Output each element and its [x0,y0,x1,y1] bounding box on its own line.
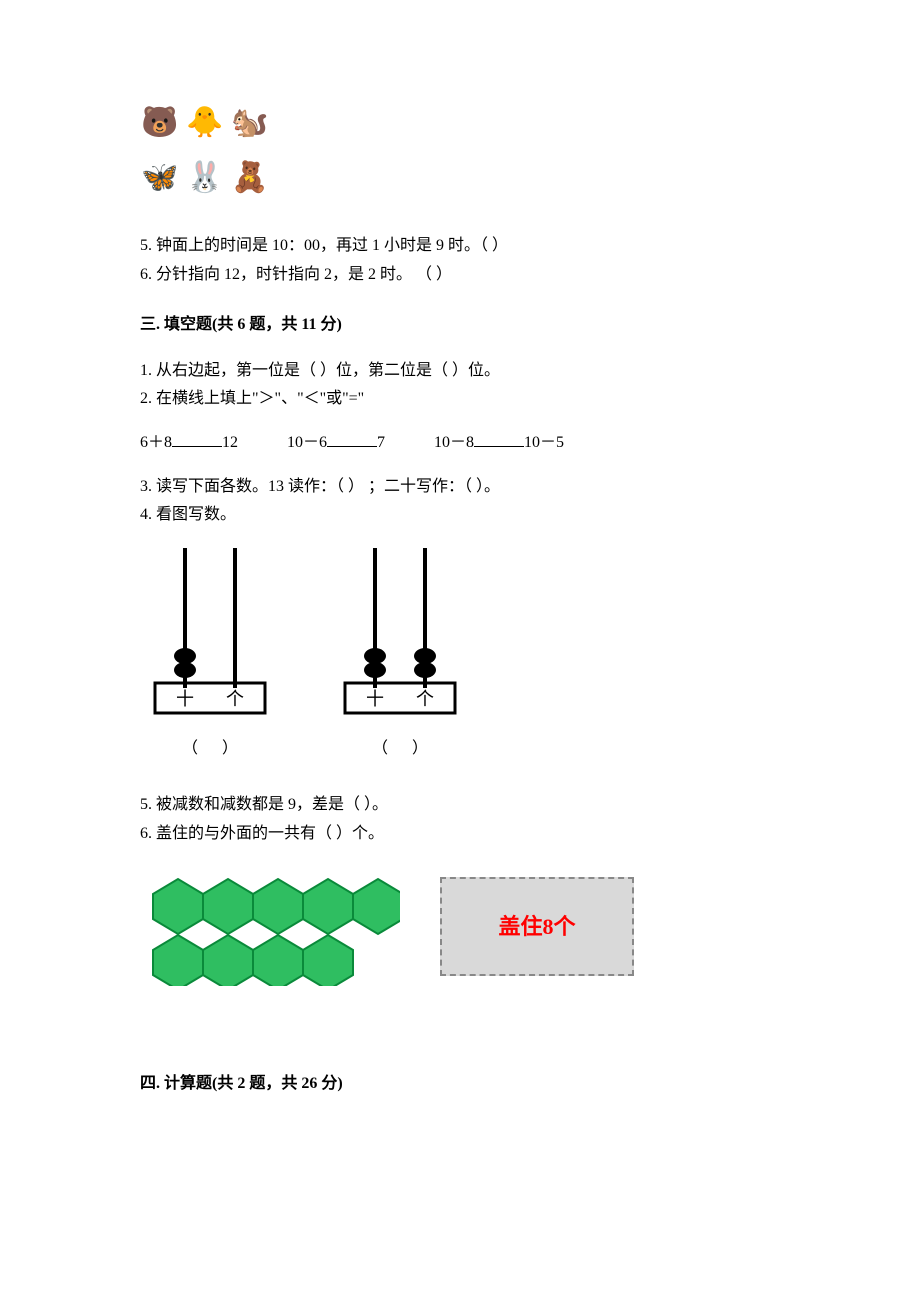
comparison-row: 6＋8 12 10－6 7 10－8 10－5 [140,430,780,456]
abacus-container: 十 个 （ ） 十 个 （ ） [140,548,780,762]
svg-text:十: 十 [176,689,194,709]
comp-1: 6＋8 12 [140,430,238,456]
animal-teddy: 🧸 [230,155,270,200]
s3-q2: 2. 在横线上填上"＞"、"＜"或"=" [140,386,780,412]
hex-svg [140,866,400,986]
hexagon-section: 盖住8个 [140,866,780,986]
s3-q5: 5. 被减数和减数都是 9，差是（ ）。 [140,792,780,818]
animal-bear: 🐻 [140,100,180,145]
s3-q6: 6. 盖住的与外面的一共有（ ）个。 [140,821,780,847]
hex-group [140,866,400,986]
abacus-2-answer: （ ） [330,736,470,762]
abacus-1-answer: （ ） [140,736,280,762]
abacus-1: 十 个 （ ） [140,548,280,762]
cover-text: 盖住8个 [498,909,575,944]
tf-q6: 6. 分针指向 12，时针指向 2，是 2 时。 （ ） [140,262,780,288]
animal-squirrel: 🐿️ [230,100,270,145]
animal-row-2: 🦋 🐰 🧸 [140,155,780,200]
s3-q3: 3. 读写下面各数。13 读作：（ ） ；二十写作：（ ）。 [140,474,780,500]
hex-row-2 [153,935,353,986]
animal-bird: 🐥 [185,100,225,145]
animal-butterfly: 🦋 [140,155,180,200]
comp-3: 10－8 10－5 [434,430,564,456]
abacus-2-svg: 十 个 [330,548,470,728]
tf-q5: 5. 钟面上的时间是 10：00，再过 1 小时是 9 时。（ ） [140,233,780,259]
s3-q1: 1. 从右边起，第一位是（ ）位，第二位是（ ）位。 [140,358,780,384]
comp-2-left: 10－6 [287,434,327,451]
svg-text:个: 个 [416,689,434,709]
comp-2-right: 7 [377,434,385,451]
comp-1-right: 12 [222,434,238,451]
animal-rabbit: 🐰 [185,155,225,200]
svg-text:个: 个 [226,689,244,709]
s3-q4: 4. 看图写数。 [140,502,780,528]
hex-row-1 [153,879,400,934]
svg-text:十: 十 [366,689,384,709]
section-4-heading: 四. 计算题(共 2 题，共 26 分) [140,1071,780,1097]
abacus-1-svg: 十 个 [140,548,280,728]
fill-blank [172,430,222,447]
comp-2: 10－6 7 [287,430,385,456]
comp-3-left: 10－8 [434,434,474,451]
fill-blank [474,430,524,447]
comp-3-right: 10－5 [524,434,564,451]
cover-box: 盖住8个 [440,877,634,976]
animal-row-1: 🐻 🐥 🐿️ [140,100,780,145]
comp-1-left: 6＋8 [140,434,172,451]
abacus-2: 十 个 （ ） [330,548,470,762]
worksheet-page: 🐻 🐥 🐿️ 🦋 🐰 🧸 5. 钟面上的时间是 10：00，再过 1 小时是 9… [0,0,920,1177]
fill-blank [327,430,377,447]
section-3-heading: 三. 填空题(共 6 题，共 11 分) [140,312,780,338]
